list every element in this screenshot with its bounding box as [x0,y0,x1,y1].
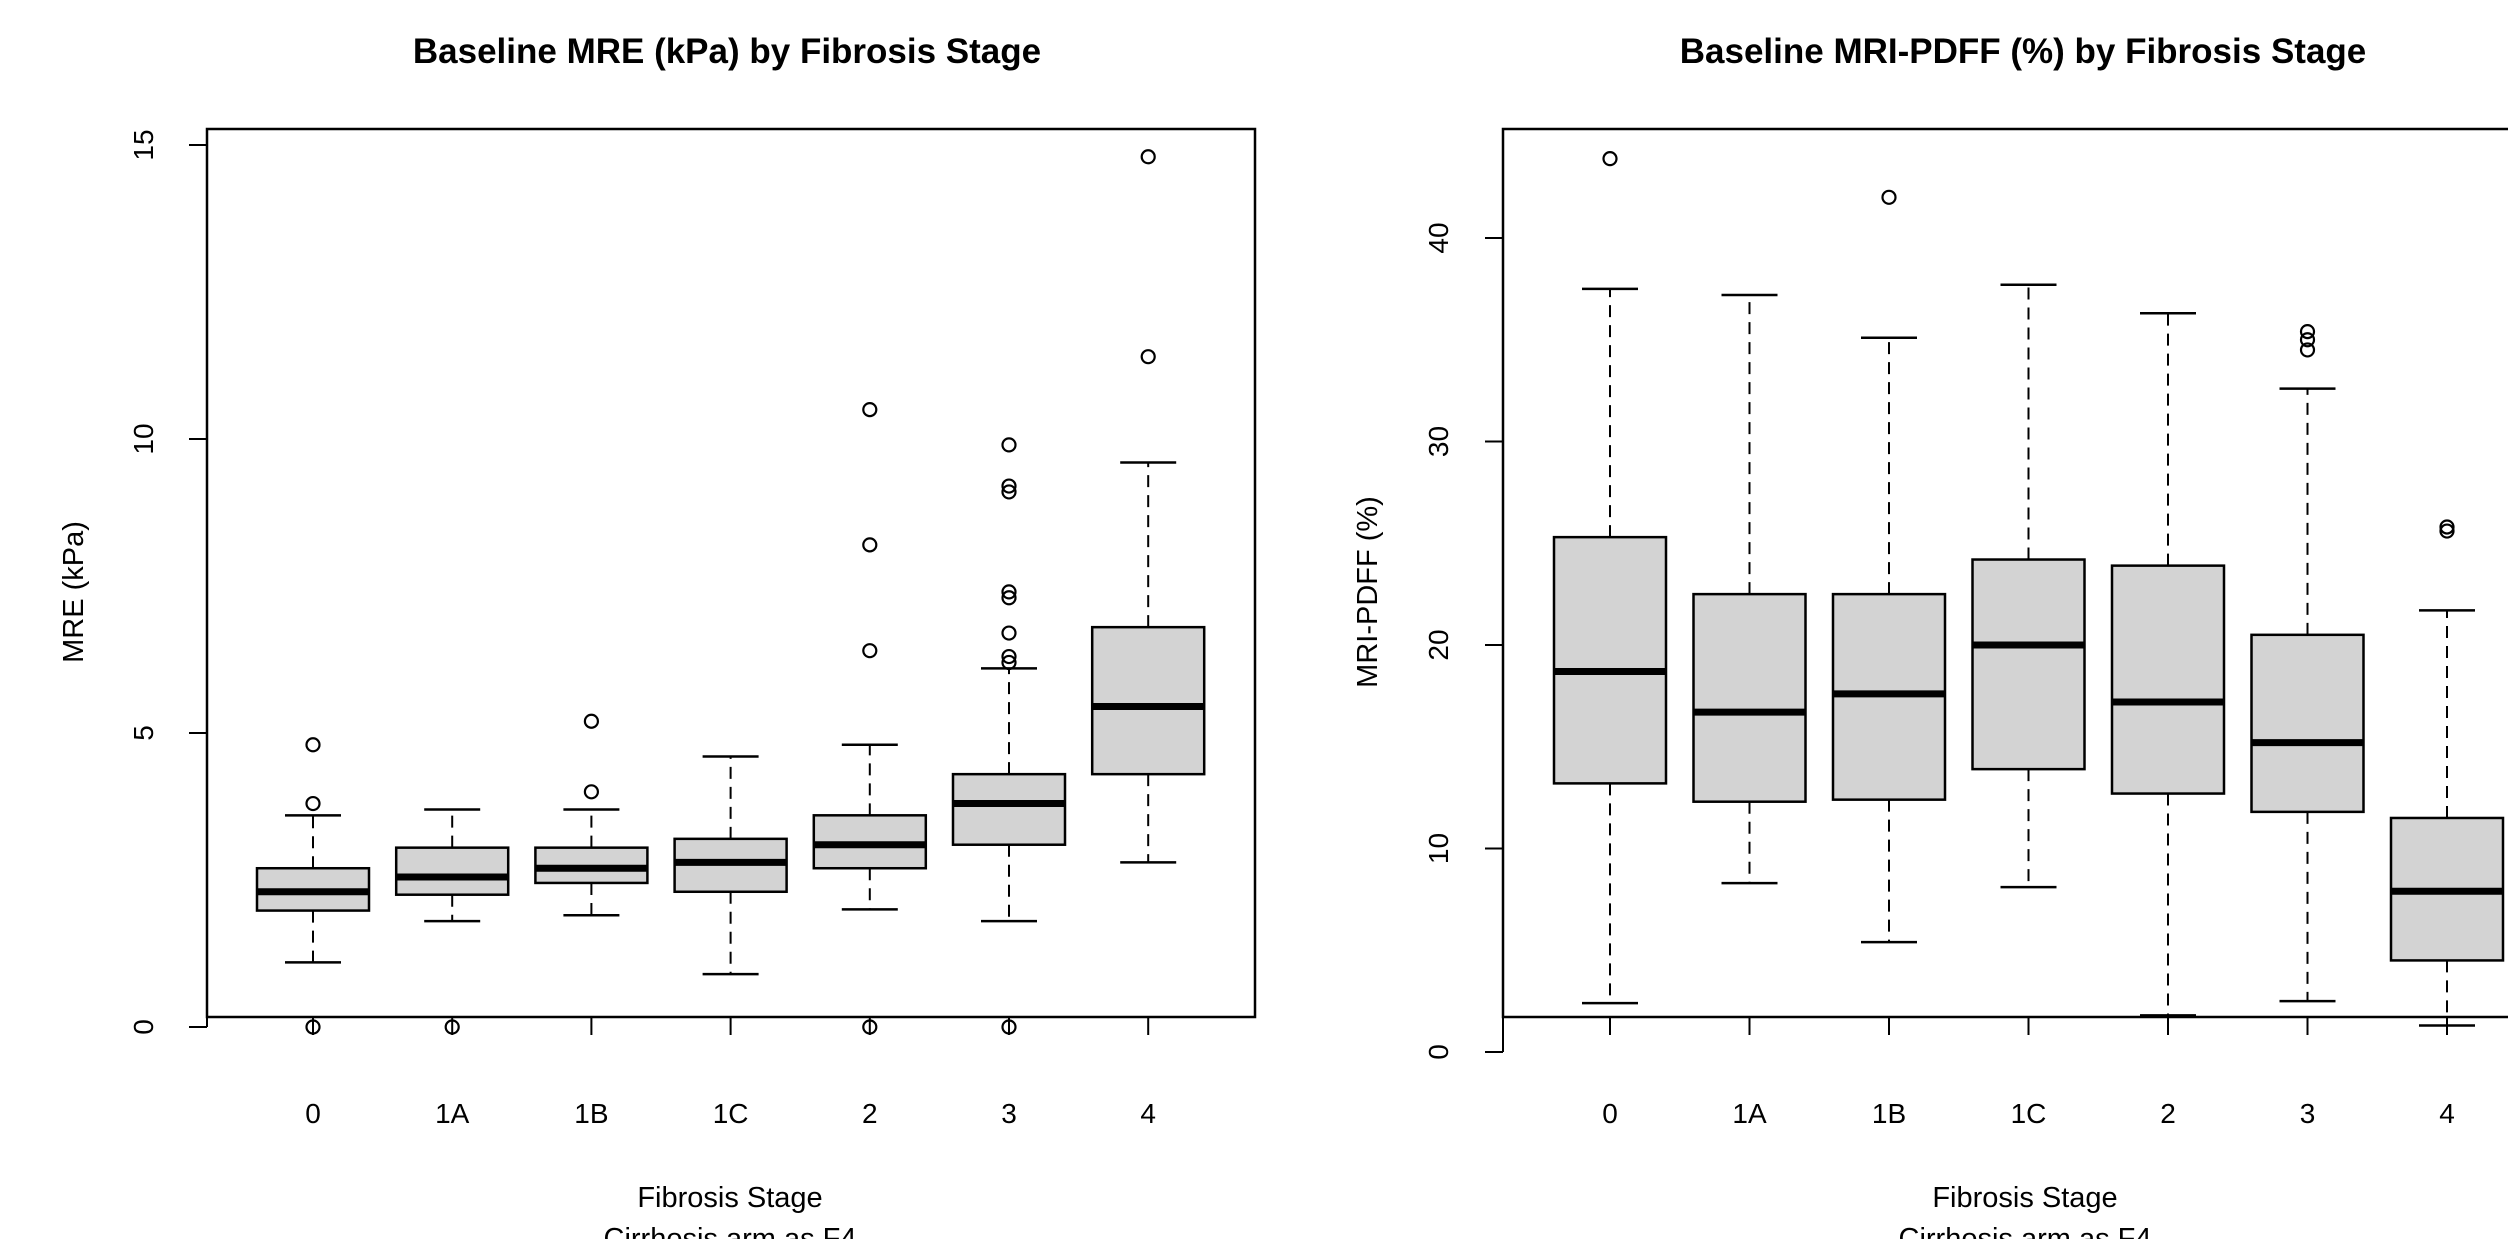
pdff-panel: Baseline MRI-PDFF (%) by Fibrosis Stage … [1352,32,2508,1239]
pdff-x-tick-label: 2 [2160,1098,2176,1129]
pdff-iqr-box [1692,592,1807,803]
mre-x-tick-label: 1C [713,1098,749,1129]
mre-box-1A [394,808,510,1035]
pdff-x-axis: 0 1A 1B 1C 2 3 4 [1602,1016,2455,1129]
mre-outlier-point [1001,478,1017,494]
mre-outlier-point [862,1019,878,1035]
pdff-y-axis: 0 10 20 30 40 [1423,222,1504,1060]
mre-outlier-point [862,643,878,659]
pdff-box-4 [2389,519,2505,1027]
mre-outlier-point [1140,349,1156,365]
mre-x-tick-label: 1A [435,1098,470,1129]
mre-x-tick-label: 3 [1001,1098,1017,1129]
mre-outlier-point [1001,625,1017,641]
mre-y-tick-label: 0 [128,1019,159,1035]
pdff-x-tick-label: 1A [1732,1098,1767,1129]
mre-outlier-point [1140,149,1156,165]
pdff-x-tick-label: 0 [1602,1098,1618,1129]
pdff-outlier-point [2299,324,2316,340]
mre-y-tick-label: 15 [128,129,159,160]
pdff-iqr-box [2250,633,2365,814]
pdff-y-axis-label: MRI-PDFF (%) [1352,496,1384,688]
pdff-y-tick-label: 0 [1423,1044,1454,1060]
mre-iqr-box [394,846,510,896]
mre-outlier-point [305,795,321,812]
mre-outlier-point [1001,654,1017,671]
pdff-outlier-point [2439,523,2455,539]
pdff-outlier-point [2299,332,2316,348]
mre-box-1B [534,713,649,917]
mre-outlier-point [305,1019,321,1035]
pdff-outlier-point [2439,519,2455,535]
pdff-x-axis-sublabel: Cirrhosis arm as F4 [1899,1223,2152,1239]
pdff-box-1C [1971,283,2086,889]
mre-box-0 [255,737,371,1035]
pdff-x-tick-label: 4 [2439,1098,2455,1129]
mre-box-1C [673,755,788,976]
pdff-outlier-point [1602,151,1618,167]
pdff-y-tick-label: 40 [1423,222,1454,253]
pdff-outlier-point [1881,189,1897,205]
mre-x-tick-label: 0 [305,1098,321,1129]
mre-box-2 [812,402,928,1035]
pdff-box-2 [2110,312,2226,1017]
pdff-iqr-box [2110,564,2226,795]
mre-x-tick-label: 4 [1140,1098,1156,1129]
mre-outlier-point [583,713,600,729]
mre-y-axis: 0 5 10 15 [128,129,208,1035]
pdff-y-tick-label: 30 [1423,426,1454,457]
mre-iqr-box [951,772,1067,846]
pdff-boxes [1552,151,2505,1027]
pdff-box-0 [1552,151,1668,1005]
mre-x-axis-label: Fibrosis Stage [637,1182,822,1214]
mre-outlier-point [1001,648,1017,665]
mre-iqr-box [1090,625,1206,776]
pdff-iqr-box [1971,558,2086,771]
mre-x-tick-label: 1B [574,1098,608,1129]
pdff-y-tick-label: 20 [1423,629,1454,660]
mre-outlier-point [444,1019,460,1035]
mre-x-tick-label: 2 [862,1098,878,1129]
mre-x-axis: 0 1A 1B 1C 2 3 4 [305,1016,1156,1129]
mre-box-3 [951,437,1067,1035]
pdff-box-1B [1831,189,1947,944]
mre-y-axis-label: MRE (kPa) [58,521,90,663]
pdff-x-tick-label: 1B [1872,1098,1906,1129]
mre-outlier-point [1001,484,1017,500]
mre-outlier-point [305,737,321,753]
mre-chart-title: Baseline MRE (kPa) by Fibrosis Stage [413,32,1041,71]
pdff-iqr-box [1552,535,1668,785]
pdff-x-tick-label: 1C [2011,1098,2047,1129]
mre-outlier-point [1001,590,1017,606]
mre-y-tick-label: 10 [128,423,159,454]
mre-box-4 [1090,149,1206,864]
pdff-outlier-point [2299,342,2316,358]
mre-outlier-point [1001,1019,1017,1035]
mre-panel: Baseline MRE (kPa) by Fibrosis Stage 0 5 1… [58,32,1257,1239]
mre-outlier-point [1001,584,1017,600]
mre-outlier-point [862,537,878,553]
pdff-chart-title: Baseline MRI-PDFF (%) by Fibrosis Stage [1680,32,2367,71]
mre-boxes [255,149,1206,1035]
mre-outlier-point [583,784,600,800]
pdff-x-tick-label: 3 [2300,1098,2316,1129]
pdff-x-axis-label: Fibrosis Stage [1932,1182,2117,1214]
mre-y-tick-label: 5 [128,725,159,741]
mre-x-axis-sublabel: Cirrhosis arm as F4 [604,1223,857,1239]
mre-outlier-point [1001,437,1017,453]
pdff-y-tick-label: 10 [1423,833,1454,864]
pdff-box-1A [1692,293,1807,885]
pdff-box-3 [2250,324,2365,1003]
mre-outlier-point [862,402,878,418]
